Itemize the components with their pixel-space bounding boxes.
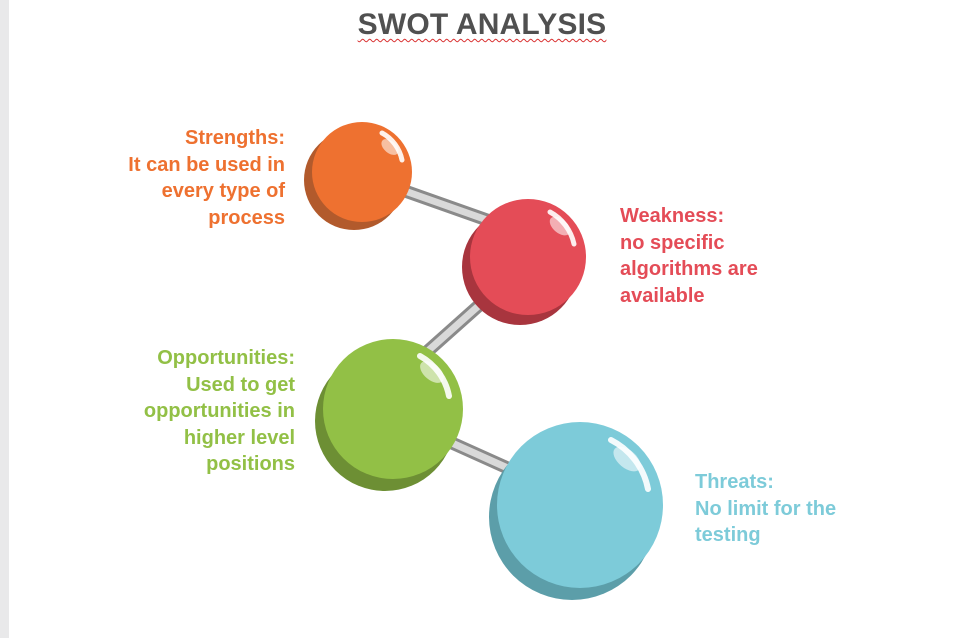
weakness-text-line: algorithms are xyxy=(620,258,758,280)
opportunities-heading: Opportunities: xyxy=(157,347,295,369)
page-title: SWOT ANALYSIS xyxy=(0,8,964,42)
weakness-text-line: available xyxy=(620,284,705,307)
strengths-heading: Strengths: xyxy=(185,127,285,149)
strengths-text-line: process xyxy=(208,206,285,229)
title-text: SWOT ANALYSIS xyxy=(357,8,607,41)
threats-text-line: No limit for the xyxy=(695,497,837,520)
opportunities-text-line: opportunities in xyxy=(143,400,295,422)
opportunities-text-line: higher level xyxy=(183,426,295,449)
opportunities-ball xyxy=(315,339,463,491)
weakness-ball xyxy=(462,199,586,325)
weakness-label: Weakness: no specific algorithms are ava… xyxy=(620,203,758,309)
strengths-ball xyxy=(304,122,412,230)
weakness-heading: Weakness: xyxy=(620,205,725,227)
weakness-text-line: no specific xyxy=(620,231,725,254)
opportunities-text-line: Used to get xyxy=(186,373,295,396)
strengths-text-line: It can be used in xyxy=(128,153,285,176)
opportunities-text-line: positions xyxy=(206,453,295,475)
left-edge-strip xyxy=(0,0,9,638)
threats-text-line: testing xyxy=(695,524,761,546)
opportunities-label: Opportunities: Used to get opportunities… xyxy=(144,345,295,478)
strengths-label: Strengths: It can be used in every type … xyxy=(128,125,285,231)
threats-heading: Threats: xyxy=(695,471,774,493)
threats-label: Threats: No limit for the testing xyxy=(695,469,836,549)
threats-ball xyxy=(489,422,663,600)
strengths-text-line: every type of xyxy=(161,180,285,202)
